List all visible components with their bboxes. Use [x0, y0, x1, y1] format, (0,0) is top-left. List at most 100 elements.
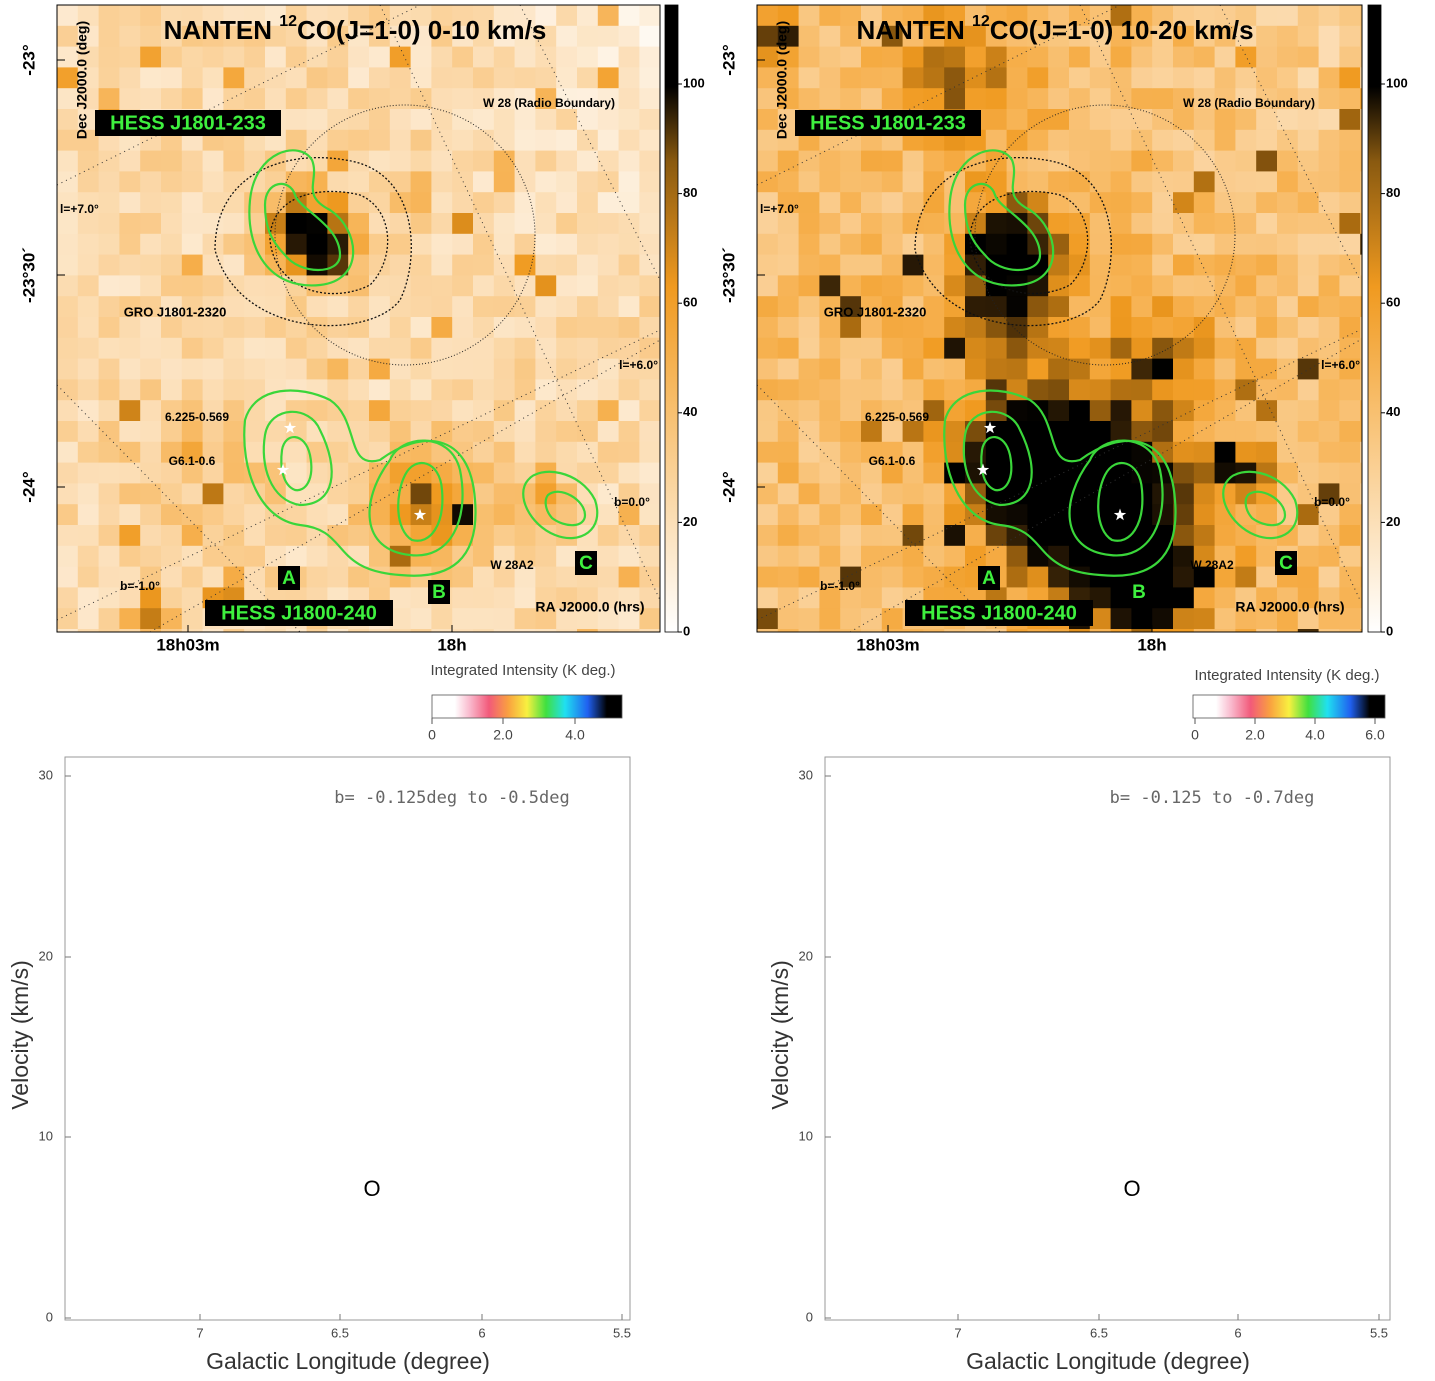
map-pixel	[473, 400, 495, 422]
hess-contour	[368, 439, 464, 557]
map-pixel	[285, 150, 308, 172]
gro-contour	[914, 157, 1112, 327]
map-pixel	[777, 358, 800, 380]
map-pixel	[1318, 337, 1340, 360]
map-pixel	[639, 296, 660, 318]
map-pixel	[77, 129, 100, 152]
map-pixel	[1297, 296, 1320, 318]
map-pixel	[1235, 629, 1257, 632]
colorbar-tick-label: 20	[683, 514, 697, 529]
map-pixel	[119, 150, 141, 172]
map-pixel	[1193, 358, 1216, 380]
map-pixel	[452, 213, 474, 235]
map-pixel	[1110, 545, 1132, 568]
map-pixel	[923, 379, 945, 401]
map-pixel	[597, 275, 620, 297]
map-pixel	[944, 358, 966, 380]
map-pixel	[98, 462, 120, 484]
pv-level	[279, 1151, 326, 1213]
map-pixel	[1152, 629, 1174, 632]
map-pixel	[944, 317, 966, 339]
map-pixel	[861, 317, 883, 339]
map-pixel	[77, 379, 100, 401]
map-pixel	[1318, 421, 1340, 443]
hess-contour	[1244, 490, 1287, 527]
map-pixel	[410, 421, 432, 443]
map-pixel	[410, 25, 432, 48]
annotation: b=-1.0°	[120, 579, 160, 593]
map-pixel	[181, 358, 204, 380]
map-pixel	[77, 358, 100, 380]
map-pixel	[819, 254, 841, 276]
map-pixel	[965, 545, 987, 568]
map-pixel	[1110, 5, 1132, 27]
map-pixel	[819, 566, 841, 588]
x-tick-label: 18h	[437, 635, 466, 654]
map-pixel	[57, 400, 79, 422]
map-pixel	[1089, 400, 1112, 422]
map-pixel	[1318, 566, 1340, 588]
map-pixel	[348, 129, 370, 152]
map-pixel	[639, 525, 660, 547]
map-pixel	[923, 504, 945, 526]
map-pixel	[119, 545, 141, 568]
map-pixel	[1006, 233, 1028, 256]
map-pixel	[1027, 213, 1049, 235]
map-pixel	[57, 46, 79, 68]
map-pixel	[1089, 525, 1112, 547]
y-axis-label: Dec J2000.0 (deg)	[74, 21, 90, 139]
map-pixel	[1214, 421, 1236, 443]
map-pixel	[1048, 421, 1070, 443]
map-pixel	[1214, 379, 1236, 401]
colorbar-tick-label: 6.0	[1365, 727, 1385, 743]
map-pixel	[902, 25, 924, 48]
map-pixel	[1318, 483, 1340, 505]
map-pixel	[140, 629, 162, 632]
map-pixel	[1131, 358, 1153, 380]
map-pixel	[1048, 46, 1070, 68]
map-pixel	[327, 421, 349, 443]
map-pixel	[181, 67, 204, 89]
map-pixel	[1339, 109, 1361, 131]
map-pixel	[840, 629, 862, 632]
map-pixel	[410, 608, 432, 630]
region-label-box	[1275, 551, 1297, 575]
map-pixel	[223, 504, 245, 526]
map-pixel	[1027, 129, 1049, 152]
map-pixel	[965, 400, 987, 422]
map-pixel	[265, 88, 287, 110]
map-pixel	[1360, 462, 1362, 484]
map-pixel	[1297, 67, 1320, 89]
map-pixel	[597, 483, 620, 505]
map-pixel	[1297, 525, 1320, 547]
map-pixel	[98, 400, 120, 422]
map-pixel	[985, 545, 1008, 568]
source-label: HESS J1801-233	[810, 112, 966, 134]
source-label-box	[95, 110, 281, 136]
map-pixel	[1318, 379, 1340, 401]
map-pixel	[1048, 629, 1070, 632]
map-pixel	[1069, 379, 1091, 401]
map-pixel	[202, 358, 224, 380]
map-pixel	[389, 109, 412, 131]
map-pixel	[369, 88, 391, 110]
map-pixel	[618, 545, 640, 568]
map-pixel	[1048, 296, 1070, 318]
map-pixel	[1069, 421, 1091, 443]
map-pixel	[98, 441, 120, 464]
map-pixel	[1069, 317, 1091, 339]
map-pixel	[1339, 150, 1361, 172]
map-pixel	[473, 608, 495, 630]
map-pixel	[944, 296, 966, 318]
map-pixel	[223, 275, 245, 297]
map-pixel	[431, 629, 453, 632]
map-pixel	[639, 545, 660, 568]
map-pixel	[223, 88, 245, 110]
y-tick-label: 0	[806, 1309, 813, 1324]
map-pixel	[1360, 608, 1362, 630]
map-pixel	[1006, 46, 1028, 68]
map-pixel	[473, 317, 495, 339]
map-pixel	[618, 67, 640, 89]
map-pixel	[431, 88, 453, 110]
map-pixel	[597, 462, 620, 484]
